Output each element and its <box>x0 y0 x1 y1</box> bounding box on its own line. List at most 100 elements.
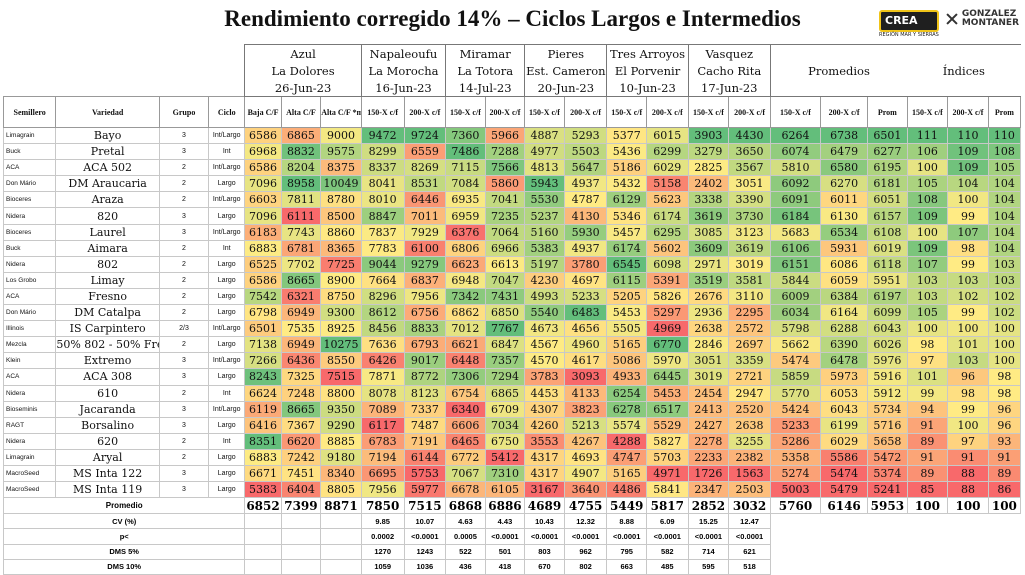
value-cell: 4453 <box>524 384 565 402</box>
value-cell: 5472 <box>867 448 908 466</box>
value-cell: 5770 <box>769 384 822 402</box>
value-cell: 7871 <box>360 368 405 386</box>
value-cell: 6671 <box>244 464 282 483</box>
variedad-cell: 802 <box>55 255 160 273</box>
value-cell: 109 <box>906 207 949 225</box>
grupo-cell: 3 <box>158 481 210 499</box>
grupo-cell: 3 <box>158 223 210 241</box>
value-cell: 3780 <box>563 255 608 273</box>
stats-value: 518 <box>728 558 771 575</box>
table-row: RAGT Borsalino 3 Largo 6416 7367 9290 6117 7487 6… <box>2 416 1022 434</box>
promedio-value: 7850 <box>360 497 405 515</box>
table-row: Klein Extremo 3 Int/Largo 7266 6436 8550 6426 90… <box>2 352 1022 370</box>
value-cell: 8780 <box>320 191 362 209</box>
value-cell: 6174 <box>606 239 647 257</box>
variedad-cell: Extremo <box>55 352 160 370</box>
value-cell: 3051 <box>728 175 771 193</box>
value-cell: 3581 <box>728 271 771 289</box>
location-date: 26-Jun-23 <box>244 79 362 97</box>
value-cell: 105 <box>987 159 1022 177</box>
value-cell: 5432 <box>606 175 647 193</box>
value-cell: 6129 <box>606 191 647 209</box>
value-cell: 2278 <box>687 432 730 450</box>
value-cell: 6199 <box>820 416 869 434</box>
stats-value: <0.0001 <box>687 528 730 545</box>
value-cell: 101 <box>906 368 949 386</box>
value-cell: 86 <box>987 481 1022 499</box>
semillero-cell: Los Grobo <box>2 271 57 289</box>
value-cell: 2697 <box>728 336 771 354</box>
value-cell: 89 <box>906 464 949 483</box>
variedad-cell: Fresno <box>55 287 160 306</box>
value-cell: 99 <box>947 304 989 322</box>
gonzalez-montaner-logo: GONZALEZ MONTANER <box>945 10 1019 28</box>
value-cell: 6862 <box>445 304 486 322</box>
grupo-cell: 3 <box>158 400 210 418</box>
value-cell: 6806 <box>445 239 486 257</box>
column-header: 150-X c/f <box>906 96 949 128</box>
value-cell: 6264 <box>769 126 822 145</box>
stats-value: 1059 <box>360 558 405 575</box>
value-cell: 6277 <box>867 143 908 161</box>
value-cell: 6738 <box>820 126 869 145</box>
value-cell: 111 <box>906 126 949 145</box>
value-cell: 5233 <box>563 287 608 306</box>
value-cell: 96 <box>987 400 1022 418</box>
value-cell: 6465 <box>445 432 486 450</box>
column-header: 150-X c/f <box>445 96 486 128</box>
value-cell: 5810 <box>769 159 822 177</box>
value-cell: 3609 <box>687 239 730 257</box>
value-cell: 6164 <box>820 304 869 322</box>
stats-value: 714 <box>687 543 730 560</box>
value-cell: 6119 <box>244 400 282 418</box>
stats-value: 802 <box>563 558 608 575</box>
value-cell: 7664 <box>360 271 405 289</box>
value-cell: 1563 <box>728 464 771 483</box>
value-cell: 2676 <box>687 287 730 306</box>
value-cell: 98 <box>987 368 1022 386</box>
value-cell: 8885 <box>320 432 362 450</box>
value-cell: 8847 <box>360 207 405 225</box>
value-cell: 100 <box>987 336 1022 354</box>
variedad-cell: 620 <box>55 432 160 450</box>
stats-value: 12.32 <box>563 513 608 530</box>
variedad-cell: DM Araucaria <box>55 175 160 193</box>
value-cell: 7515 <box>320 368 362 386</box>
value-cell: 104 <box>987 175 1022 193</box>
table-row: Bioseminis Jacaranda 3 Int/Largo 6119 8665 935… <box>2 400 1022 418</box>
value-cell: 6029 <box>820 432 869 450</box>
ciclo-cell: Int/Largo <box>208 400 246 418</box>
value-cell: 5197 <box>524 255 565 273</box>
value-cell: 6935 <box>445 191 486 209</box>
value-cell: 2825 <box>687 159 730 177</box>
value-cell: 6754 <box>445 384 486 402</box>
value-cell: 6603 <box>244 191 282 209</box>
value-cell: 8010 <box>360 191 405 209</box>
value-cell: 8351 <box>244 432 282 450</box>
value-cell: 2936 <box>687 304 730 322</box>
value-cell: 103 <box>987 271 1022 289</box>
stats-label: p< <box>2 528 246 545</box>
table-row: Don Mário DM Catalpa 2 Largo 6798 6949 9300 861… <box>2 304 1022 322</box>
value-cell: 9575 <box>320 143 362 161</box>
stats-value <box>244 513 282 530</box>
value-cell: 108 <box>987 143 1022 161</box>
location-name: Napaleoufu <box>360 44 447 62</box>
location-site: El Porvenir <box>606 62 689 79</box>
value-cell: 6620 <box>280 432 322 450</box>
value-cell: 6074 <box>769 143 822 161</box>
value-cell: 3519 <box>687 271 730 289</box>
value-cell: 6586 <box>244 159 282 177</box>
value-cell: 7034 <box>484 416 526 434</box>
semillero-cell: Nidera <box>2 384 57 402</box>
stats-label: CV (%) <box>2 513 246 530</box>
value-cell: 2413 <box>687 400 730 418</box>
value-cell: 8550 <box>320 352 362 370</box>
semillero-cell: Nidera <box>2 432 57 450</box>
ciclo-cell: Int/Largo <box>208 191 246 209</box>
value-cell: 5826 <box>645 287 689 306</box>
value-cell: 6525 <box>244 255 282 273</box>
value-cell: 5977 <box>403 481 447 499</box>
value-cell: 7929 <box>403 223 447 241</box>
